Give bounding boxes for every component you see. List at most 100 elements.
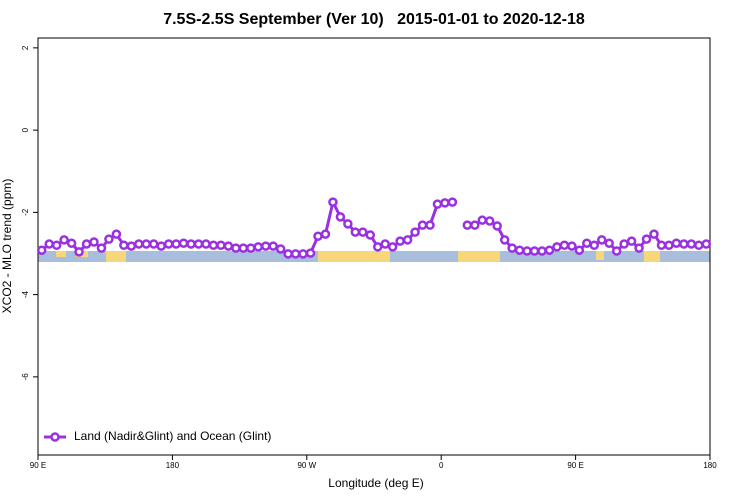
point [417, 220, 428, 230]
point [701, 239, 712, 249]
point [320, 229, 331, 239]
point [193, 239, 204, 249]
point [260, 241, 271, 251]
point [694, 240, 704, 251]
point [470, 220, 480, 230]
point [178, 238, 189, 248]
point [537, 246, 547, 256]
land-band [644, 251, 660, 262]
point [119, 240, 129, 251]
point [313, 231, 323, 241]
point [171, 239, 181, 249]
point [290, 249, 301, 259]
point [343, 219, 353, 229]
point [596, 235, 607, 245]
point [223, 241, 234, 251]
chart-title: 7.5S-2.5S September (Ver 10) 2015-01-01 … [163, 11, 585, 28]
point [522, 246, 532, 256]
point [499, 235, 510, 245]
x-tick-label: 90 E [567, 461, 583, 470]
point [246, 243, 256, 253]
point [231, 243, 241, 253]
point [126, 241, 137, 251]
land-band [318, 251, 390, 262]
point [74, 247, 84, 257]
point [104, 234, 114, 244]
x-tick-label: 90 W [297, 461, 316, 470]
legend-label: Land (Nadir&Glint) and Ocean (Glint) [74, 429, 271, 443]
point [634, 243, 644, 253]
point [686, 239, 697, 249]
legend-marker [50, 432, 60, 442]
surface-band [38, 251, 710, 262]
point [447, 197, 458, 207]
point [559, 240, 570, 251]
point [328, 197, 338, 207]
point [163, 239, 174, 249]
point [410, 227, 420, 237]
point [365, 230, 376, 240]
point [141, 239, 152, 249]
point [96, 243, 107, 253]
point [582, 238, 592, 248]
point [186, 239, 196, 249]
y-tick-label: -4 [21, 291, 30, 299]
point [36, 245, 47, 255]
x-axis-label: Longitude (deg E) [328, 476, 423, 490]
point [679, 239, 689, 249]
point [552, 242, 562, 252]
y-tick-label: 2 [21, 45, 30, 50]
point [358, 227, 368, 237]
point [216, 240, 226, 251]
y-axis-label: XCO2 - MLO trend (ppm) [0, 179, 14, 314]
point [111, 229, 122, 239]
point [201, 239, 211, 249]
y-tick-label: 0 [21, 127, 30, 132]
point [305, 248, 316, 258]
point [626, 236, 637, 246]
point [544, 245, 555, 255]
point [589, 240, 600, 251]
point [380, 239, 390, 249]
point [81, 239, 92, 249]
x-tick-label: 90 E [30, 461, 46, 470]
point [492, 221, 502, 231]
point [432, 199, 443, 209]
point [268, 241, 278, 251]
point [283, 249, 293, 259]
point [484, 216, 495, 226]
point [529, 246, 540, 256]
x-tick-label: 180 [703, 461, 717, 470]
point [66, 238, 77, 248]
x-tick-label: 180 [166, 461, 180, 470]
point [372, 242, 383, 252]
point [51, 240, 62, 251]
land-band [106, 251, 126, 262]
y-tick-label: -2 [21, 208, 30, 216]
point [350, 227, 361, 237]
point [514, 245, 525, 255]
point [148, 239, 159, 249]
point [619, 239, 629, 249]
y-tick-label: -6 [21, 373, 30, 381]
point [335, 212, 346, 222]
point [253, 242, 264, 252]
land-band [458, 251, 500, 262]
point [477, 215, 488, 225]
point [59, 235, 69, 245]
point [387, 242, 398, 252]
point [89, 237, 99, 247]
point [574, 245, 585, 255]
point [298, 249, 308, 259]
point [649, 229, 659, 239]
point [604, 238, 614, 248]
land-band [56, 251, 66, 257]
point [395, 236, 405, 246]
point [656, 240, 667, 251]
point [402, 235, 413, 245]
point [440, 198, 450, 208]
point [462, 220, 473, 230]
point [134, 239, 144, 249]
point [275, 244, 286, 254]
